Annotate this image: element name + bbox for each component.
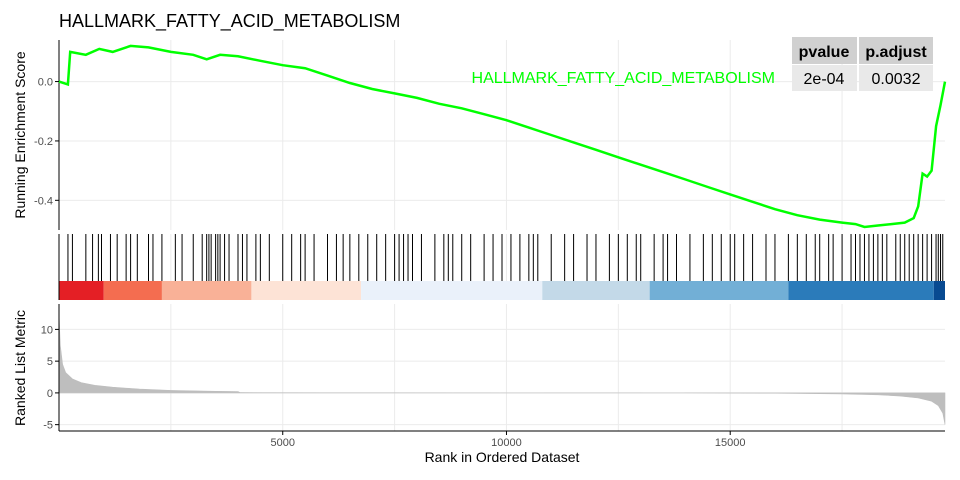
running-es-panel: 0.0 -0.2 -0.4 Running Enrichment Score [12,40,947,230]
rank-color-band [542,281,650,300]
table-header-pvalue-cell [792,37,857,64]
running-es-line [58,44,947,229]
table-header-pvalue: pvalue [799,44,850,61]
rm-y-tick-label: 5 [47,356,53,368]
table-row-label: HALLMARK_FATTY_ACID_METABOLISM [472,70,775,87]
table-value-pvalue-cell [792,65,857,91]
table-header-padjust-cell [859,37,933,64]
rank-color-band [251,281,362,300]
es-y-axis-title: Running Enrichment Score [12,51,28,219]
es-y-tick-label: 0.0 [38,77,53,89]
table-header-padjust: p.adjust [865,44,927,61]
rank-color-band [161,281,252,300]
hits-panel [58,234,945,300]
table-value-padjust: 0.0032 [872,71,921,88]
rank-color-band [103,281,162,300]
rank-color-band [59,281,104,300]
ranked-metric-panel: 10 5 0 -5 5000 10000 15000 Ranked List Metric… [12,304,946,465]
rank-color-band [788,281,934,300]
stats-table: pvalue p.adjust 2e-04 0.0032 HALLMARK_FA… [472,37,933,91]
x-tick-label: 10000 [491,437,522,449]
rm-y-axis-title: Ranked List Metric [12,310,28,426]
chart-title: HALLMARK_FATTY_ACID_METABOLISM [59,11,400,32]
rank-color-band [649,281,789,300]
rm-y-tick-label: 10 [41,324,53,336]
x-axis-title: Rank in Ordered Dataset [425,449,580,465]
x-tick-label: 5000 [270,437,294,449]
table-value-pvalue: 2e-04 [804,71,845,88]
ranked-metric-area [58,313,946,425]
rm-y-tick-label: 0 [47,388,53,400]
table-value-padjust-cell [859,65,933,91]
x-tick-label: 15000 [715,437,746,449]
es-y-tick-label: -0.4 [34,195,53,207]
rank-color-band [933,281,945,300]
rm-y-tick-label: -5 [43,420,53,432]
rank-color-band [361,281,543,300]
es-y-tick-label: -0.2 [34,136,53,148]
